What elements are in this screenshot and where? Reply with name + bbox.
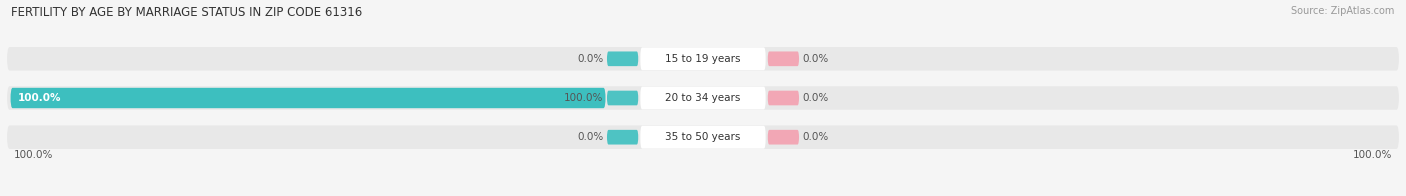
- Text: 100.0%: 100.0%: [17, 93, 60, 103]
- Text: 0.0%: 0.0%: [803, 54, 828, 64]
- Text: 100.0%: 100.0%: [564, 93, 603, 103]
- Text: 0.0%: 0.0%: [803, 132, 828, 142]
- FancyBboxPatch shape: [607, 52, 638, 66]
- Text: 0.0%: 0.0%: [578, 54, 603, 64]
- Text: 100.0%: 100.0%: [14, 150, 53, 160]
- FancyBboxPatch shape: [607, 130, 638, 144]
- Text: 0.0%: 0.0%: [803, 93, 828, 103]
- Text: 0.0%: 0.0%: [578, 132, 603, 142]
- FancyBboxPatch shape: [640, 87, 766, 109]
- Text: FERTILITY BY AGE BY MARRIAGE STATUS IN ZIP CODE 61316: FERTILITY BY AGE BY MARRIAGE STATUS IN Z…: [11, 6, 363, 19]
- FancyBboxPatch shape: [607, 91, 638, 105]
- FancyBboxPatch shape: [768, 130, 799, 144]
- FancyBboxPatch shape: [768, 91, 799, 105]
- FancyBboxPatch shape: [7, 47, 1399, 71]
- Text: 100.0%: 100.0%: [1353, 150, 1392, 160]
- FancyBboxPatch shape: [10, 88, 606, 108]
- FancyBboxPatch shape: [640, 126, 766, 149]
- Text: Source: ZipAtlas.com: Source: ZipAtlas.com: [1291, 6, 1395, 16]
- Text: 20 to 34 years: 20 to 34 years: [665, 93, 741, 103]
- FancyBboxPatch shape: [768, 52, 799, 66]
- FancyBboxPatch shape: [7, 86, 1399, 110]
- Text: 35 to 50 years: 35 to 50 years: [665, 132, 741, 142]
- Text: 15 to 19 years: 15 to 19 years: [665, 54, 741, 64]
- FancyBboxPatch shape: [640, 47, 766, 70]
- FancyBboxPatch shape: [7, 125, 1399, 149]
